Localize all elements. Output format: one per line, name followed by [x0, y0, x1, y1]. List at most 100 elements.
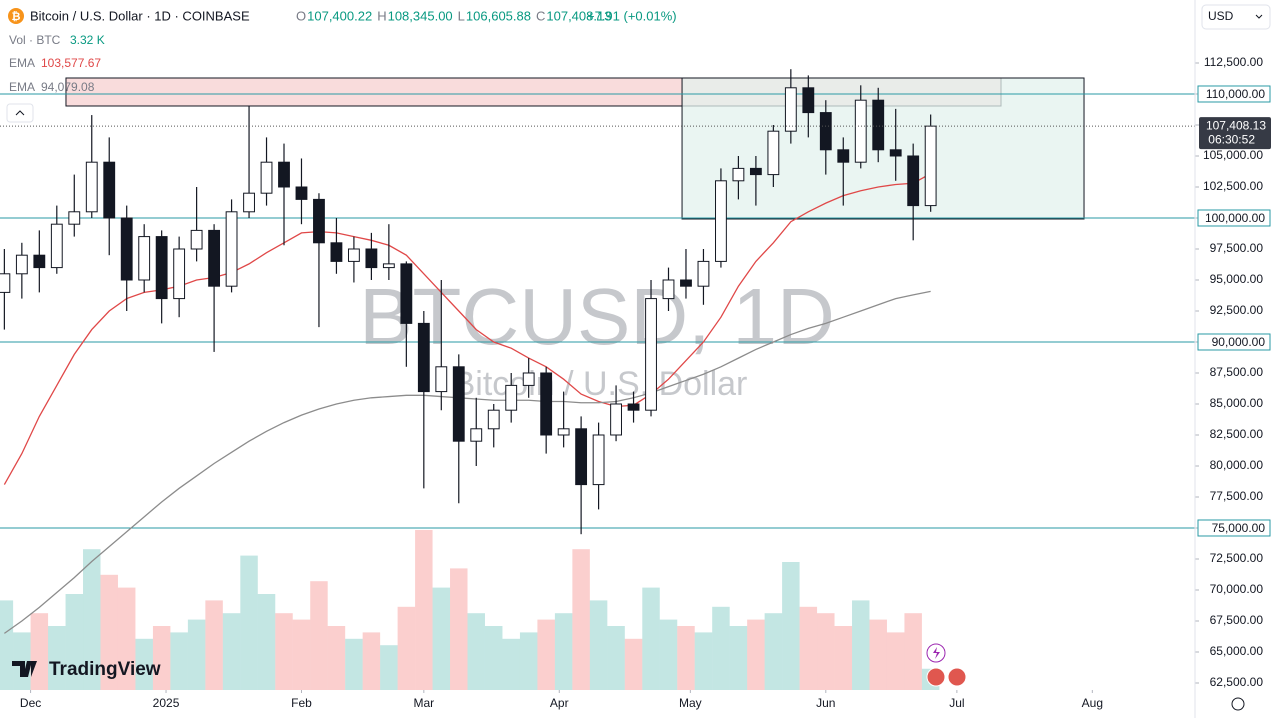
volume-bar	[642, 587, 660, 690]
flag-icon[interactable]	[926, 667, 946, 687]
candle-body	[907, 155, 920, 207]
candle-body	[854, 99, 867, 163]
level-label: 75,000.00	[1212, 521, 1266, 535]
collapse-icon	[15, 110, 25, 116]
level-label-box	[1197, 209, 1271, 227]
volume-bar	[275, 613, 293, 690]
symbol-title: Bitcoin / U.S. Dollar · 1D · COINBASE	[30, 8, 250, 23]
candle-body	[120, 217, 133, 281]
volume-bar	[432, 587, 451, 690]
candle-body	[872, 99, 885, 151]
candle-body	[365, 248, 378, 269]
candle-body	[295, 186, 308, 200]
candle-body	[330, 242, 343, 262]
collapse-button[interactable]	[6, 103, 34, 123]
currency-label[interactable]: USD	[1208, 9, 1234, 23]
volume-bar	[834, 626, 853, 690]
volume-bar	[30, 613, 49, 690]
volume-bar	[222, 613, 241, 690]
candle-body	[15, 254, 28, 275]
icons	[926, 643, 1245, 711]
candle-body	[680, 279, 692, 287]
candle-body	[697, 260, 710, 287]
ohlc-value: 106,605.88	[466, 8, 531, 23]
volume-bar	[694, 632, 713, 690]
candle-body	[138, 236, 151, 281]
indicator-value: 94,079.08	[41, 80, 95, 94]
indicator-name: EMA	[9, 80, 35, 94]
volume-bar	[152, 626, 171, 690]
indicator-legend: Vol · BTC 3.32 K EMA 103,577.67 EMA 94,0…	[6, 33, 105, 123]
ohlc-key: C	[536, 8, 545, 23]
candle-body	[505, 384, 518, 411]
candle-body	[400, 263, 413, 324]
volume-bar	[415, 530, 433, 690]
volume-bar	[467, 613, 485, 690]
header: ₿ Bitcoin / U.S. Dollar · 1D · COINBASE …	[8, 4, 1271, 30]
x-tick-label: 2025	[153, 696, 180, 710]
volume-bar	[886, 632, 905, 690]
x-tick-label: May	[679, 696, 702, 710]
candle-body	[0, 273, 11, 293]
candle-body	[889, 149, 902, 157]
volume-bar	[170, 632, 188, 690]
volume-bar	[484, 626, 503, 690]
bitcoin-icon	[8, 8, 24, 24]
y-tick-label: 97,500.00	[1210, 241, 1264, 255]
price-axis-bg	[1195, 0, 1277, 718]
x-tick-label: Jun	[816, 696, 835, 710]
candle-body	[470, 428, 483, 442]
ohlc-key: H	[377, 8, 386, 23]
volume-bar	[659, 619, 678, 690]
volume-bar	[712, 606, 730, 690]
candle-body	[173, 248, 186, 300]
candle-body	[225, 211, 238, 287]
x-tick-label: Apr	[550, 696, 569, 710]
ohlc-value: 107,400.22	[307, 8, 372, 23]
volume-bar	[817, 613, 835, 690]
candle-body	[347, 248, 360, 262]
volume-bar	[869, 619, 887, 690]
watermark-symbol: BTCUSD, 1D	[359, 272, 835, 361]
candle-body	[924, 125, 937, 207]
volume-bar	[624, 638, 643, 690]
level-label: 110,000.00	[1206, 87, 1265, 101]
plot-area	[0, 69, 1195, 690]
settings-icon[interactable]	[1231, 697, 1245, 711]
flag-icon[interactable]	[947, 667, 967, 687]
volume-bar	[380, 645, 398, 690]
volume-bar	[0, 600, 14, 690]
candle-body	[522, 372, 535, 386]
volume-bar	[729, 626, 748, 690]
indicator-value: 103,577.67	[41, 56, 101, 70]
volume-bar	[747, 619, 765, 690]
volume-bar	[572, 549, 590, 690]
candle-body	[627, 403, 640, 411]
y-tick-label: 105,000.00	[1203, 148, 1263, 162]
candle-body	[190, 229, 203, 250]
volume-bar	[397, 606, 416, 690]
candle-body	[208, 229, 221, 287]
indicator-name: EMA	[9, 56, 35, 70]
candle-body	[278, 161, 290, 188]
volume-bar	[83, 549, 101, 690]
event-glyph	[933, 647, 940, 659]
volume-bar	[537, 619, 555, 690]
y-tick-label: 65,000.00	[1210, 644, 1264, 658]
price-change: +7.91 (+0.01%)	[587, 8, 677, 23]
volume-bar	[187, 619, 206, 690]
candle-body	[68, 211, 81, 225]
y-tick-label: 77,500.00	[1210, 489, 1264, 503]
candle-body	[715, 180, 727, 262]
x-tick-label: Dec	[20, 696, 41, 710]
watermark-description: Bitcoin / U.S. Dollar	[453, 365, 748, 403]
y-tick-label: 87,500.00	[1210, 365, 1264, 379]
logo: TradingView	[12, 659, 161, 680]
volume-bar	[799, 606, 818, 690]
candle-body	[155, 236, 168, 300]
candle-body	[33, 254, 46, 269]
currency-select[interactable]	[1201, 4, 1271, 30]
countdown-label: 06:30:52	[1208, 132, 1255, 146]
